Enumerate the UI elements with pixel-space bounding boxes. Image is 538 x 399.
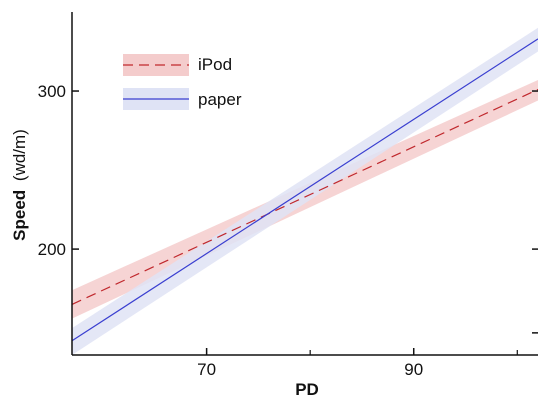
x-axis-title: PD	[295, 380, 319, 399]
right-axis-ticks	[532, 90, 538, 334]
x-tick-label: 90	[404, 360, 423, 379]
legend-label-paper: paper	[198, 90, 242, 109]
y-axis-title: Speed (wd/m)	[10, 129, 29, 241]
y-tick-label: 300	[38, 82, 66, 101]
series-line-ipod	[71, 88, 538, 305]
legend: iPod paper	[123, 54, 242, 110]
legend-label-ipod: iPod	[198, 55, 232, 74]
y-axis-ticks: 200 300	[38, 82, 79, 259]
x-tick-label: 70	[197, 360, 216, 379]
ci-band-paper	[72, 27, 538, 355]
series-line-paper	[71, 38, 538, 342]
confidence-bands	[72, 27, 538, 355]
y-tick-label: 200	[38, 240, 66, 259]
axes: 200 300 70 90	[38, 12, 538, 379]
y-axis-title-unit: (wd/m)	[10, 129, 29, 181]
series-lines	[71, 38, 538, 342]
x-axis-ticks: 70 90	[197, 348, 518, 379]
y-axis-title-bold: Speed	[10, 190, 29, 241]
